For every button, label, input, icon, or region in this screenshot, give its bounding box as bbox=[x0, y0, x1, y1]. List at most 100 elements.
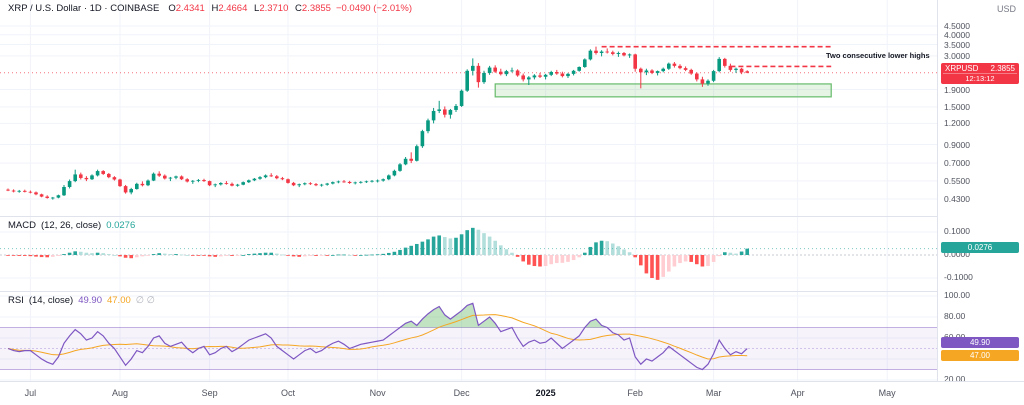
candle-body bbox=[101, 171, 105, 174]
candle-body bbox=[409, 158, 413, 161]
axis-price-label: 100.00 bbox=[944, 290, 970, 300]
axis-price-label: 0.5500 bbox=[944, 175, 970, 186]
macd-histogram-bar bbox=[695, 255, 699, 265]
ohlc-values: O2.4341 H2.4664 L2.3710 C2.3855 bbox=[164, 3, 331, 14]
month-label: Oct bbox=[280, 388, 296, 398]
candle-body bbox=[67, 181, 72, 187]
candle-body bbox=[683, 68, 688, 70]
macd-histogram-bar bbox=[398, 249, 402, 255]
candle-body bbox=[90, 175, 94, 180]
macd-histogram-bar bbox=[717, 255, 721, 257]
rsi-title[interactable]: RSI bbox=[8, 295, 24, 306]
main-chart-pane[interactable]: XRP / U.S. Dollar · 1D · COINBASE O2.434… bbox=[0, 0, 937, 216]
macd-histogram[interactable] bbox=[0, 217, 937, 291]
macd-histogram-bar bbox=[39, 255, 44, 258]
low-label: L bbox=[254, 3, 260, 14]
candle-body bbox=[280, 178, 285, 180]
candle-body bbox=[39, 194, 44, 197]
symbol-title[interactable]: XRP / U.S. Dollar · 1D · COINBASE bbox=[8, 3, 160, 14]
candle-body bbox=[163, 175, 167, 179]
macd-histogram-bar bbox=[622, 249, 626, 255]
candle-body bbox=[728, 65, 733, 70]
axis-price-label: 80.00 bbox=[944, 311, 966, 321]
candle-body bbox=[415, 146, 419, 161]
candle-body bbox=[471, 65, 475, 71]
macd-histogram-bar bbox=[448, 238, 453, 255]
candle-body bbox=[62, 186, 66, 196]
axis-price-label: 0.4300 bbox=[944, 193, 970, 204]
candle-body bbox=[179, 176, 184, 180]
macd-histogram-bar bbox=[101, 253, 105, 255]
macd-histogram-bar bbox=[437, 235, 441, 255]
axis-price-label: 0.0000 bbox=[944, 249, 970, 259]
candle-body bbox=[555, 72, 559, 74]
rsi-plot[interactable] bbox=[0, 292, 937, 381]
candle-body bbox=[381, 179, 385, 181]
macd-histogram-bar bbox=[454, 237, 458, 255]
candle-body bbox=[661, 68, 665, 72]
candle-body bbox=[549, 72, 553, 75]
candle-body bbox=[275, 176, 279, 179]
macd-histogram-bar bbox=[538, 255, 542, 267]
candle-body bbox=[73, 174, 77, 182]
candle-body bbox=[387, 175, 391, 180]
month-label: Jul bbox=[24, 388, 37, 398]
candle-body bbox=[454, 105, 458, 110]
macd-histogram-bar bbox=[230, 255, 234, 256]
axis-price-label: 4.5000 bbox=[944, 21, 970, 31]
close-label: C bbox=[295, 3, 302, 14]
macd-histogram-bar bbox=[711, 255, 716, 262]
month-label: Nov bbox=[369, 388, 386, 398]
rsi-legend: RSI (14, close) 49.90 47.00 ∅ ∅ bbox=[8, 295, 155, 306]
candle-body bbox=[213, 184, 217, 186]
candle-body bbox=[252, 178, 257, 181]
candle-body bbox=[577, 66, 581, 71]
candle-body bbox=[314, 184, 318, 186]
rsi-params: (14, close) bbox=[28, 295, 74, 306]
candle-body bbox=[353, 182, 357, 184]
macd-histogram-bar bbox=[28, 255, 33, 257]
macd-histogram-bar bbox=[34, 255, 38, 257]
macd-histogram-bar bbox=[297, 255, 301, 257]
time-axis[interactable]: Jul Aug Sep Oct Nov Dec 2025 Feb Mar Apr May bbox=[0, 381, 1024, 405]
macd-title[interactable]: MACD bbox=[8, 220, 36, 231]
macd-histogram-bar bbox=[45, 255, 49, 258]
macd-histogram-bar bbox=[319, 255, 324, 256]
macd-histogram-bar bbox=[493, 240, 497, 255]
candle-body bbox=[734, 68, 738, 70]
candle-body bbox=[95, 171, 100, 176]
badge-symbol: XRPUSD bbox=[945, 63, 979, 73]
axis-price-label: 0.9000 bbox=[944, 139, 970, 150]
macd-histogram-bar bbox=[583, 252, 587, 255]
candle-body bbox=[622, 52, 626, 56]
candle-body bbox=[151, 173, 156, 181]
rsi-pane[interactable]: RSI (14, close) 49.90 47.00 ∅ ∅ bbox=[0, 291, 937, 382]
lower-highs-annotation: Two consecutive lower highs bbox=[826, 51, 930, 60]
candle-body bbox=[717, 58, 721, 72]
macd-histogram-bar bbox=[543, 255, 548, 267]
candle-body bbox=[499, 71, 503, 75]
candlestick-chart[interactable] bbox=[0, 0, 937, 216]
macd-histogram-bar bbox=[247, 254, 251, 255]
price-axis[interactable]: USD XRPUSD 2.3855 12:13:12 0.0276 49.90 … bbox=[937, 0, 1024, 384]
candle-body bbox=[706, 80, 710, 84]
month-label: May bbox=[878, 388, 896, 398]
candle-body bbox=[532, 75, 537, 78]
macd-pane[interactable]: MACD (12, 26, close) 0.0276 bbox=[0, 216, 937, 292]
support-zone-box[interactable] bbox=[494, 83, 832, 98]
macd-histogram-bar bbox=[308, 255, 313, 256]
candle-body bbox=[571, 70, 576, 74]
month-label: 2025 bbox=[535, 388, 556, 398]
macd-histogram-bar bbox=[23, 255, 27, 256]
macd-histogram-bar bbox=[151, 254, 156, 255]
macd-histogram-bar bbox=[420, 241, 425, 255]
candle-body bbox=[672, 63, 677, 66]
macd-histogram-bar bbox=[174, 254, 178, 255]
macd-histogram-bar bbox=[336, 254, 341, 256]
candle-body bbox=[258, 177, 262, 179]
candle-body bbox=[459, 90, 464, 106]
currency-label[interactable]: USD bbox=[996, 4, 1016, 14]
macd-histogram-bar bbox=[163, 253, 167, 255]
macd-histogram-bar bbox=[370, 254, 374, 256]
macd-histogram-bar bbox=[79, 251, 83, 255]
